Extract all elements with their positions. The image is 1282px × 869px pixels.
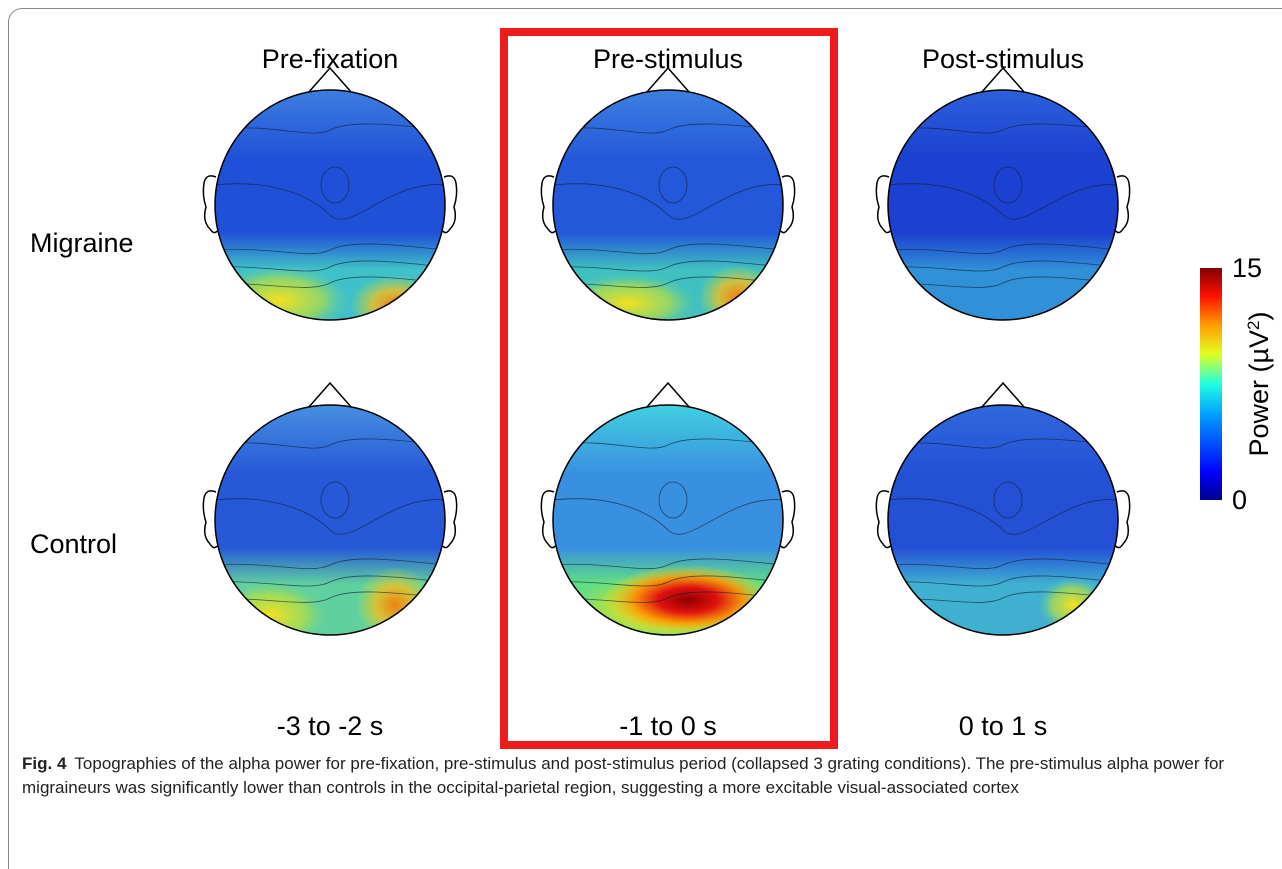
contour xyxy=(658,166,688,204)
colorbar-label-end: ) xyxy=(1244,311,1274,320)
ear xyxy=(1115,490,1131,549)
head-map xyxy=(553,405,783,635)
contour xyxy=(553,183,783,220)
contour xyxy=(553,591,783,603)
ear xyxy=(875,175,891,234)
hotspot xyxy=(350,275,440,320)
caption: Fig. 4 Topographies of the alpha power fo… xyxy=(22,752,1267,800)
nose xyxy=(980,66,1026,94)
contour xyxy=(888,260,1118,272)
nose xyxy=(307,381,353,409)
contour xyxy=(215,591,445,603)
head-outline xyxy=(552,404,784,636)
contour xyxy=(215,498,445,535)
figure-frame xyxy=(8,8,1282,869)
caption-text: Topographies of the alpha power for pre-… xyxy=(22,754,1225,797)
contour xyxy=(215,438,445,449)
contour xyxy=(215,123,445,134)
caption-label: Fig. 4 xyxy=(22,754,67,773)
colorbar-label: Power (µV2) xyxy=(1244,311,1274,456)
ear xyxy=(442,175,458,234)
hotspot xyxy=(215,265,350,320)
contour xyxy=(658,481,688,519)
time-label: -1 to 0 s xyxy=(619,711,717,741)
contour xyxy=(888,243,1118,255)
ear xyxy=(202,175,218,234)
hotspot xyxy=(603,565,773,635)
colorbar xyxy=(1200,268,1222,500)
ear xyxy=(540,175,556,234)
time-label: -3 to -2 s xyxy=(277,711,384,741)
contour xyxy=(215,276,445,288)
contour xyxy=(888,438,1118,449)
contour xyxy=(888,183,1118,220)
contour xyxy=(553,498,783,535)
ear xyxy=(540,490,556,549)
nose xyxy=(307,66,353,94)
column-title: Post-stimulus xyxy=(922,44,1084,74)
contour xyxy=(888,498,1118,535)
contour xyxy=(320,481,350,519)
contour xyxy=(215,183,445,220)
head-outline xyxy=(887,404,1119,636)
ear xyxy=(875,490,891,549)
figure: Pre-fixation Pre-stimulus Post-stimulus … xyxy=(30,28,1274,749)
contour xyxy=(553,575,783,587)
nose xyxy=(980,381,1026,409)
page: {"figure": { "columns": ["Pre-fixation",… xyxy=(8,8,1282,869)
contour xyxy=(888,123,1118,134)
head-outline xyxy=(552,89,784,321)
contour xyxy=(320,166,350,204)
ear xyxy=(780,175,796,234)
ear xyxy=(1115,175,1131,234)
nose xyxy=(645,381,691,409)
contour xyxy=(215,243,445,255)
hotspot xyxy=(355,567,435,635)
head-map xyxy=(215,405,445,635)
contour xyxy=(553,243,783,255)
contour xyxy=(553,260,783,272)
contour xyxy=(215,260,445,272)
contour xyxy=(553,123,783,134)
contour xyxy=(553,438,783,449)
contour xyxy=(993,481,1023,519)
head-outline xyxy=(214,89,446,321)
ear xyxy=(202,490,218,549)
colorbar-tick-label: 0 xyxy=(1232,485,1247,515)
contour xyxy=(215,558,445,570)
ear xyxy=(442,490,458,549)
head-outline xyxy=(887,89,1119,321)
colorbar-tick-label: 15 xyxy=(1232,253,1262,283)
contour xyxy=(553,276,783,288)
column-title: Pre-stimulus xyxy=(593,44,743,74)
time-label: 0 to 1 s xyxy=(959,711,1048,741)
nose xyxy=(645,66,691,94)
contour xyxy=(993,166,1023,204)
contour xyxy=(888,575,1118,587)
contour xyxy=(888,558,1118,570)
head-map xyxy=(888,405,1118,635)
contour xyxy=(215,575,445,587)
colorbar-ticks: 0 15 xyxy=(1232,253,1262,515)
contour xyxy=(888,591,1118,603)
row-label: Control xyxy=(30,529,117,559)
hotspot xyxy=(558,273,698,320)
column-title: Pre-fixation xyxy=(262,44,399,74)
contour xyxy=(553,558,783,570)
head-map xyxy=(888,90,1118,320)
contour xyxy=(888,276,1118,288)
topography-maps xyxy=(202,66,1131,636)
colorbar-label-text: Power (µV xyxy=(1244,330,1274,457)
head-map xyxy=(553,90,783,320)
hotspot xyxy=(215,580,330,635)
ear xyxy=(780,490,796,549)
highlight-box xyxy=(500,28,838,749)
row-label: Migraine xyxy=(30,228,134,258)
colorbar-label-sup: 2 xyxy=(1244,320,1263,329)
map-base xyxy=(888,90,1118,320)
head-outline xyxy=(214,404,446,636)
